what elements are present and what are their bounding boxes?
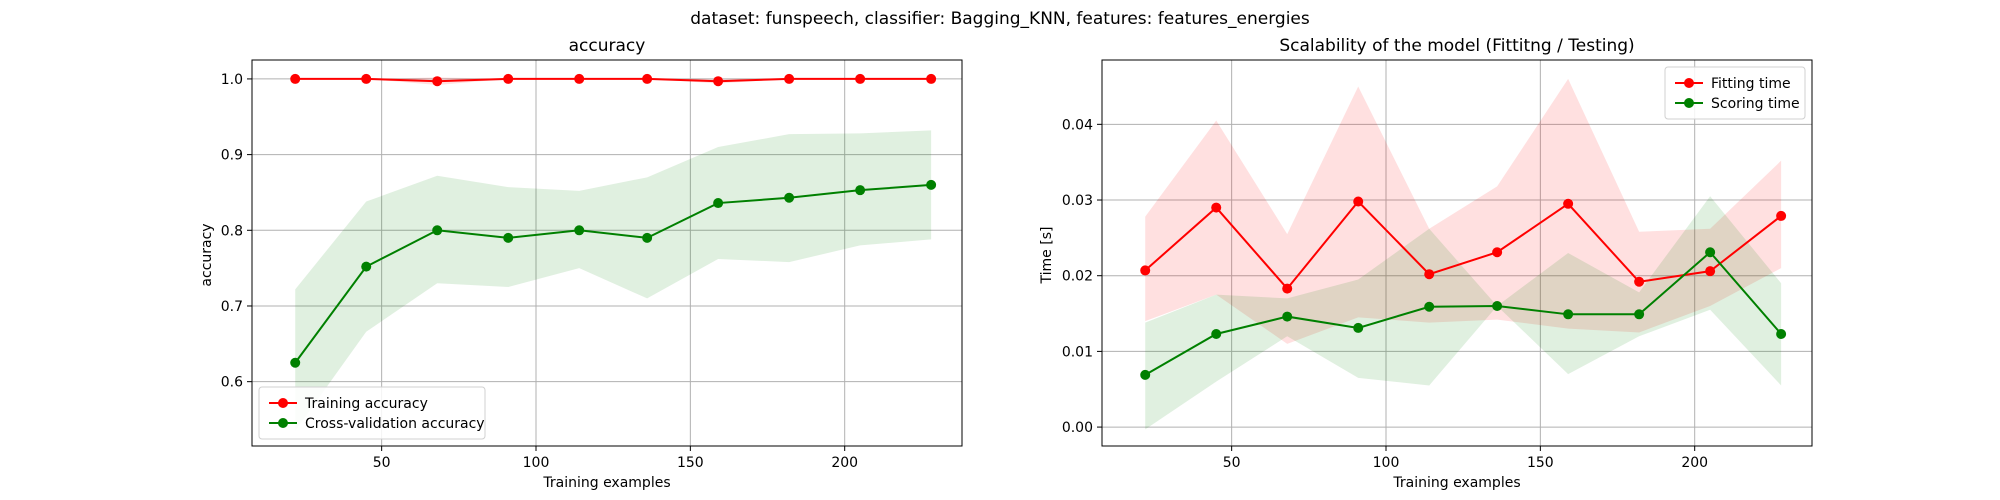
data-point <box>1634 276 1645 287</box>
data-point <box>1424 301 1435 312</box>
y-tick-label: 0.00 <box>1062 420 1093 436</box>
confidence-band <box>1145 78 1782 344</box>
data-point <box>926 179 937 190</box>
data-point <box>1563 198 1574 209</box>
y-tick-label: 0.6 <box>221 375 243 391</box>
data-point <box>503 232 514 243</box>
data-point <box>1211 328 1222 339</box>
confidence-band <box>295 130 932 431</box>
legend-box <box>258 386 486 440</box>
data-point <box>926 73 937 84</box>
y-tick-label: 0.03 <box>1062 193 1093 209</box>
x-tick-label: 100 <box>523 455 550 471</box>
data-point <box>432 76 443 87</box>
data-point <box>1140 369 1151 380</box>
data-point <box>574 73 585 84</box>
legend-label: Training accuracy <box>304 396 428 412</box>
data-point <box>290 73 301 84</box>
plot-area <box>1140 78 1787 430</box>
data-point <box>574 225 585 236</box>
legend: Fitting time Scoring time <box>1664 66 1806 120</box>
data-point <box>713 76 724 87</box>
legend-label: Fitting time <box>1711 76 1791 92</box>
data-point <box>784 192 795 203</box>
y-tick-label: 0.01 <box>1062 344 1093 360</box>
data-point <box>855 73 866 84</box>
legend-marker <box>278 398 288 408</box>
series-line <box>1144 200 1782 291</box>
data-point <box>1211 202 1222 213</box>
legend: Training accuracy Cross-validation accura… <box>258 386 486 440</box>
chart-title: accuracy <box>569 36 646 56</box>
y-tick-label: 0.8 <box>221 223 243 239</box>
confidence-band <box>1145 196 1782 430</box>
data-point <box>361 261 372 272</box>
x-tick-label: 200 <box>831 455 858 471</box>
x-tick-label: 150 <box>1527 455 1554 471</box>
x-tick-label: 50 <box>373 455 391 471</box>
y-tick-label: 0.7 <box>221 299 243 315</box>
data-point <box>1424 269 1435 280</box>
y-tick-label: 0.04 <box>1062 117 1093 133</box>
data-point <box>1353 196 1364 207</box>
data-point <box>1634 309 1645 320</box>
y-tick-label: 0.02 <box>1062 269 1093 285</box>
y-tick-label: 0.9 <box>221 148 243 164</box>
x-tick-label: 50 <box>1223 455 1241 471</box>
data-point <box>1282 283 1293 294</box>
data-point <box>361 73 372 84</box>
x-tick-label: 150 <box>677 455 704 471</box>
x-axis-label: Training examples <box>1392 475 1520 491</box>
legend-label: Scoring time <box>1711 96 1800 112</box>
y-tick-label: 1.0 <box>221 72 243 88</box>
data-point <box>1563 309 1574 320</box>
legend-box <box>1664 66 1806 120</box>
axes-frame <box>1101 59 1813 447</box>
data-point <box>1492 247 1503 258</box>
data-point <box>1282 311 1293 322</box>
data-point <box>713 198 724 209</box>
scalability-chart: Scalability of the model (Fittitng / Tes… <box>1039 36 1813 491</box>
legend-label: Cross-validation accuracy <box>305 416 485 432</box>
data-point <box>642 73 653 84</box>
x-tick-label: 200 <box>1681 455 1708 471</box>
legend-marker <box>1684 98 1694 108</box>
series-line <box>1144 250 1782 376</box>
data-point <box>1353 322 1364 333</box>
data-point <box>503 73 514 84</box>
legend-marker <box>1684 78 1694 88</box>
chart-title: Scalability of the model (Fittitng / Tes… <box>1279 36 1634 56</box>
plot-area <box>290 73 937 431</box>
data-point <box>1776 328 1787 339</box>
x-axis-label: Training examples <box>542 475 670 491</box>
series-line <box>294 183 932 364</box>
y-axis-label: Time [s] <box>1039 227 1055 285</box>
data-point <box>432 225 443 236</box>
data-point <box>1492 300 1503 311</box>
data-point <box>1776 210 1787 221</box>
accuracy-chart: accuracy Training examples accuracy 50 10… <box>199 36 963 491</box>
data-point <box>855 185 866 196</box>
y-axis-label: accuracy <box>199 223 215 286</box>
x-tick-label: 100 <box>1373 455 1400 471</box>
figure-title: dataset: funspeech, classifier: Bagging_… <box>690 9 1310 29</box>
data-point <box>784 73 795 84</box>
data-point <box>642 232 653 243</box>
legend-marker <box>278 418 288 428</box>
series-line <box>295 77 932 83</box>
data-point <box>1705 247 1716 258</box>
data-point <box>1705 266 1716 277</box>
data-point <box>290 357 301 368</box>
axes-frame <box>251 59 963 447</box>
data-point <box>1140 265 1151 276</box>
